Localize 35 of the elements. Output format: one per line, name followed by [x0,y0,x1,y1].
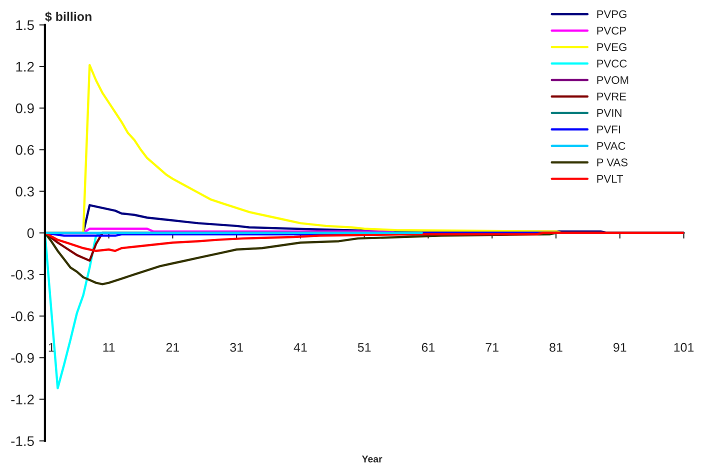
x-tick-label: 71 [486,343,498,352]
x-tick-label: 11 [103,343,115,352]
y-tick-label: -1.2 [11,394,34,404]
y-tick-label: 1.5 [16,20,34,30]
legend-label: PVFI [597,126,620,134]
y-tick-label: 1.2 [16,62,34,72]
legend-label: PVCP [597,26,626,35]
y-tick-label: 0 [27,228,34,238]
y-tick-label: -0.6 [11,311,34,322]
legend-label: PVOM [597,76,628,84]
x-axis-title: Year [362,456,382,462]
y-axis-title: $ billion [45,12,92,22]
y-tick-label: -0.3 [11,270,34,280]
legend-label: PVCC [597,60,627,68]
x-tick-label: 61 [422,342,435,352]
x-tick-label: 101 [674,342,694,352]
legend-label: P VAS [597,158,628,166]
y-tick-label: 0.3 [16,186,34,196]
legend-label: PVPG [597,10,626,18]
y-tick-label: -0.9 [11,353,34,363]
x-tick-label: 81 [550,342,562,352]
line-series [44,232,684,252]
x-tick-label: 51 [358,343,371,352]
x-tick-label: 31 [230,342,243,352]
legend-label: PVRE [597,92,626,100]
x-tick-label: 41 [294,343,307,352]
y-tick-label: -1.5 [11,436,34,446]
x-tick-label: 21 [166,342,180,352]
x-tick-label: 91 [614,342,626,352]
legend-label: PVLT [597,175,624,183]
legend-label: PVIN [597,109,622,117]
y-tick-label: 0.9 [16,103,34,114]
y-tick-label: 0.6 [16,145,34,155]
legend-label: PVEG [597,43,626,52]
legend-label: PVAC [597,142,626,150]
